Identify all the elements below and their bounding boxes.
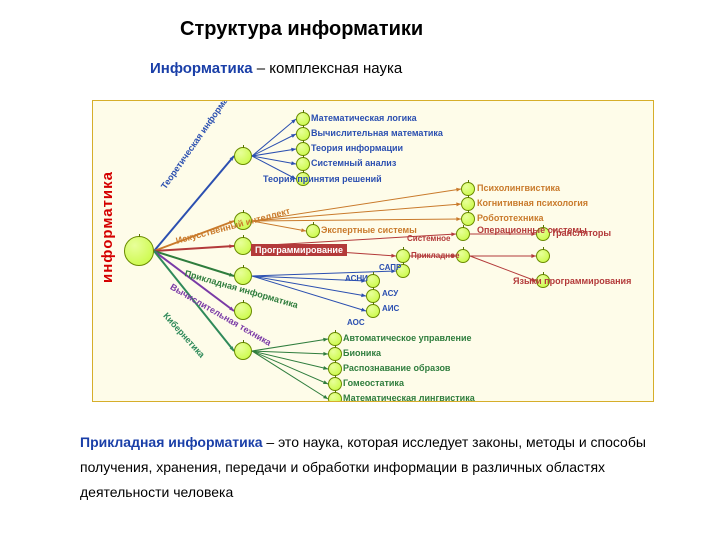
leaf-label: Теория информации — [311, 143, 403, 153]
subtitle-lead: Информатика — [150, 60, 253, 77]
tree-node — [328, 377, 342, 391]
leaf-label: АОС — [347, 318, 365, 327]
tree-node — [366, 289, 380, 303]
tree-node — [328, 362, 342, 376]
leaf-label: АИС — [382, 304, 399, 313]
tree-node — [461, 182, 475, 196]
leaf-label: Математическая лингвистика — [343, 393, 475, 402]
subtitle-rest: – комплексная наука — [253, 60, 403, 77]
tree-node — [456, 227, 470, 241]
leaf-label: Трансляторы — [551, 228, 611, 238]
tree-node — [296, 142, 310, 156]
leaf-label: Гомеостатика — [343, 378, 404, 388]
leaf-label: Психолингвистика — [477, 183, 560, 193]
leaf-label: Автоматическое управление — [343, 333, 472, 343]
tree-node — [396, 249, 410, 263]
leaf-label: Теория принятия решений — [263, 174, 382, 184]
leaf-label: Системный анализ — [311, 158, 396, 168]
leaf-label: Распознавание образов — [343, 363, 450, 373]
tree-node — [461, 197, 475, 211]
tree-node — [328, 347, 342, 361]
page-title: Структура информатики — [180, 18, 423, 41]
tree-node — [296, 112, 310, 126]
bottom-paragraph: Прикладная информатика – это наука, кото… — [80, 430, 670, 506]
leaf-label: Бионика — [343, 348, 381, 358]
leaf-label: Системное — [407, 234, 451, 243]
tree-node — [296, 127, 310, 141]
tree-node — [366, 304, 380, 318]
leaf-label: Экспертные системы — [321, 225, 417, 235]
tree-node — [536, 249, 550, 263]
tree-node — [234, 237, 252, 255]
leaf-label: Прикладное — [411, 251, 459, 260]
tree-node — [296, 157, 310, 171]
tree-node — [234, 147, 252, 165]
tree-node — [306, 224, 320, 238]
leaf-label: Когнитивная психология — [477, 198, 588, 208]
tree-node — [328, 332, 342, 346]
page-root: Структура информатики Информатика – комп… — [0, 0, 720, 540]
tree-node — [366, 274, 380, 288]
branch-label: Программирование — [251, 244, 347, 256]
bottom-lead: Прикладная информатика — [80, 434, 263, 450]
edge — [252, 351, 328, 399]
leaf-label: Математическая логика — [311, 113, 417, 123]
tree-node — [124, 236, 154, 266]
leaf-label: Языки программирования — [513, 276, 631, 286]
leaf-label: АСНИ — [345, 274, 368, 283]
subtitle: Информатика – комплексная наука — [150, 60, 402, 77]
tree-node — [234, 342, 252, 360]
leaf-label: Вычислительная математика — [311, 128, 443, 138]
edge — [252, 351, 328, 384]
edge — [252, 219, 461, 221]
tree-node — [328, 392, 342, 402]
leaf-label: САПР — [379, 263, 401, 272]
tree-diagram: информатика Теоретическая информатикаИск… — [92, 100, 654, 402]
tree-node — [461, 212, 475, 226]
leaf-label: Робототехника — [477, 213, 543, 223]
leaf-label: АСУ — [382, 289, 398, 298]
